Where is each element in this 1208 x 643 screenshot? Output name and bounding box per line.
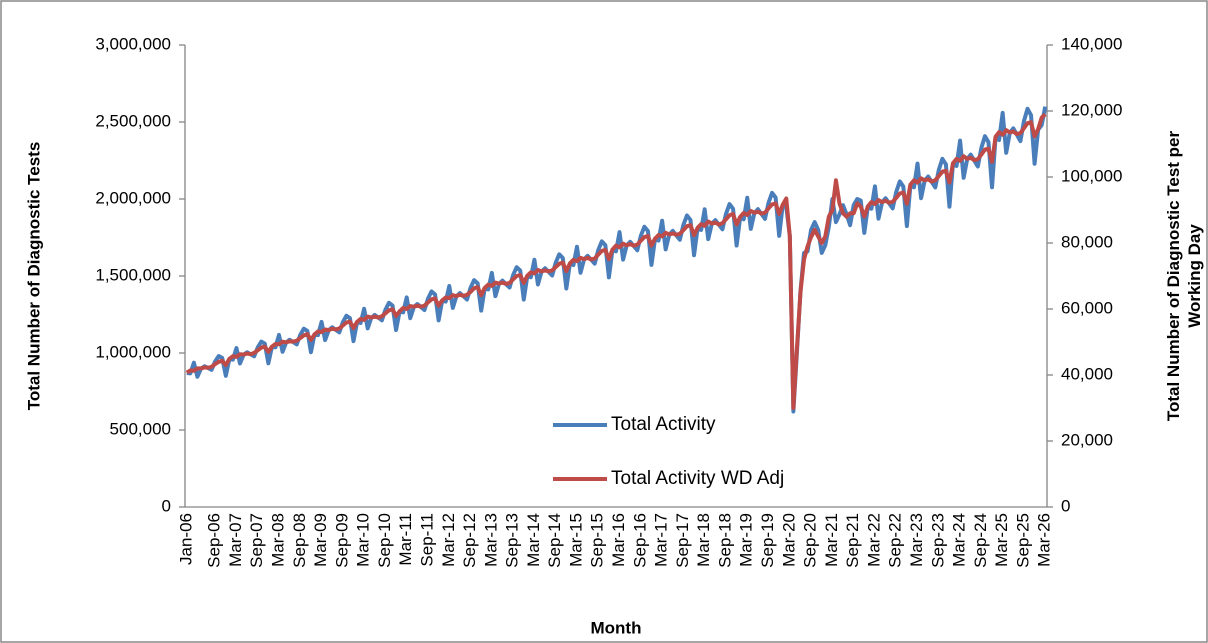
x-tick-label: Mar-08	[268, 513, 287, 567]
x-tick-label: Sep-07	[247, 513, 266, 568]
x-tick-label: Sep-13	[503, 513, 522, 568]
x-tick-label: Mar-22	[864, 513, 883, 567]
x-tick-label: Sep-11	[417, 513, 436, 567]
y-tick-label: 2,500,000	[95, 111, 171, 130]
x-tick-label: Sep-21	[843, 513, 862, 568]
x-tick-label: Sep-24	[971, 513, 990, 568]
x-tick-label: Mar-19	[737, 513, 756, 567]
x-tick-label: Sep-19	[758, 513, 777, 568]
x-tick-label: Mar-09	[311, 513, 330, 567]
y-tick-label: 3,000,000	[95, 34, 171, 53]
x-tick-label: Sep-06	[205, 513, 224, 568]
x-tick-label: Mar-15	[566, 513, 585, 567]
x-tick-label: Mar-11	[396, 513, 415, 566]
x-tick-label: Mar-17	[652, 513, 671, 567]
x-tick-label: Mar-26	[1035, 513, 1054, 567]
x-tick-label: Mar-16	[609, 513, 628, 567]
x-tick-label: Jan-06	[176, 513, 195, 565]
y2-tick-label: 40,000	[1061, 364, 1113, 383]
x-tick-label: Mar-10	[354, 513, 373, 567]
x-tick-label: Sep-09	[332, 513, 351, 568]
y-tick-label: 0	[162, 496, 171, 515]
y2-axis-label: Total Number of Diagnostic Test per Work…	[1164, 130, 1204, 422]
x-tick-label: Mar-14	[524, 513, 543, 567]
series-line	[185, 112, 1047, 410]
x-tick-label: Sep-25	[1013, 513, 1032, 568]
y-tick-label: 1,500,000	[95, 265, 171, 284]
y2-tick-label: 60,000	[1061, 298, 1113, 317]
x-tick-label: Sep-23	[928, 513, 947, 568]
y2-tick-label: 140,000	[1061, 34, 1122, 53]
x-tick-label: Sep-12	[460, 513, 479, 568]
legend-label: Total Activity	[611, 414, 716, 435]
y-tick-label: 500,000	[110, 419, 171, 438]
x-axis-label: Month	[591, 618, 642, 637]
y2-tick-label: 100,000	[1061, 166, 1122, 185]
y2-tick-label: 120,000	[1061, 100, 1122, 119]
x-tick-label: Mar-18	[694, 513, 713, 567]
x-tick-label: Mar-21	[822, 513, 841, 567]
x-tick-label: Mar-07	[226, 513, 245, 567]
y2-tick-label: 80,000	[1061, 232, 1113, 251]
y2-tick-label: 20,000	[1061, 430, 1113, 449]
x-tick-label: Mar-24	[950, 513, 969, 567]
x-tick-label: Sep-18	[715, 513, 734, 568]
x-tick-label: Sep-17	[673, 513, 692, 568]
x-tick-label: Mar-12	[439, 513, 458, 567]
x-tick-label: Mar-13	[481, 513, 500, 567]
legend-label: Total Activity WD Adj	[611, 468, 784, 489]
x-tick-label: Mar-20	[779, 513, 798, 567]
x-tick-label: Mar-23	[907, 513, 926, 567]
x-tick-label: Sep-10	[375, 513, 394, 568]
x-tick-label: Mar-25	[992, 513, 1011, 567]
x-tick-label: Sep-22	[886, 513, 905, 568]
x-tick-label: Sep-08	[290, 513, 309, 568]
x-tick-label: Sep-16	[630, 513, 649, 568]
x-tick-label: Sep-15	[588, 513, 607, 568]
x-tick-label: Sep-14	[545, 513, 564, 568]
y2-tick-label: 0	[1061, 496, 1070, 515]
y-axis-label: Total Number of Diagnostic Tests	[24, 142, 43, 411]
y-tick-label: 2,000,000	[95, 188, 171, 207]
x-tick-label: Sep-20	[801, 513, 820, 568]
y-tick-label: 1,000,000	[95, 342, 171, 361]
